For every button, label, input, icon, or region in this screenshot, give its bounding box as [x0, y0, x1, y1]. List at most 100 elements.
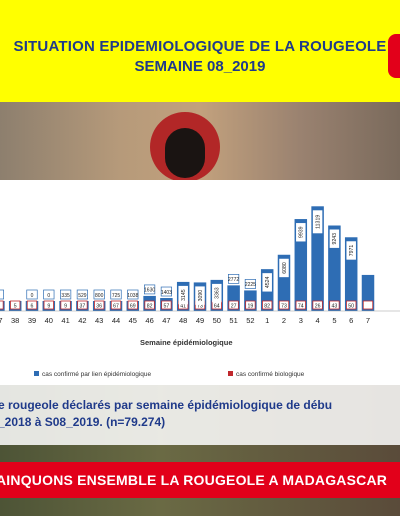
- x-tick-41: 41: [61, 316, 69, 325]
- x-tick-2: 2: [282, 316, 286, 325]
- label-epi-39: 0: [31, 293, 34, 299]
- x-tick-42: 42: [78, 316, 86, 325]
- label-bio-50: 64: [214, 304, 220, 310]
- bar-bio-6: [346, 300, 357, 310]
- label-epi-6: 7971: [349, 245, 355, 257]
- label-box-epi-37: [0, 289, 5, 300]
- label-bio-44: 67: [113, 304, 119, 310]
- label-bio-43: 36: [96, 304, 102, 310]
- label-box-epi-2: [279, 258, 289, 278]
- label-bio-45: 69: [130, 304, 136, 310]
- label-epi-40: 0: [47, 293, 50, 299]
- label-bio-40: 9: [47, 304, 50, 310]
- x-tick-47: 47: [162, 316, 170, 325]
- page-subtitle: SEMAINE 08_2019: [134, 58, 266, 75]
- x-tick-46: 46: [145, 316, 153, 325]
- bar-bio-43: [94, 300, 105, 310]
- x-tick-43: 43: [95, 316, 103, 325]
- label-box-epi-50: [212, 283, 222, 303]
- label-bio-42: 37: [80, 304, 86, 310]
- label-box-epi-42: [76, 289, 89, 300]
- label-epi-4: 11319: [315, 215, 321, 229]
- x-tick-4: 4: [316, 316, 320, 325]
- label-box-epi-40: [43, 289, 55, 300]
- label-box-epi-49: [195, 286, 205, 305]
- label-epi-51: 2772: [228, 277, 239, 283]
- label-bio-47: 57: [164, 304, 170, 310]
- caption-line-2: _2018 à S08_2019. (n=79.274): [0, 415, 166, 429]
- label-box-epi-46: [144, 284, 156, 295]
- label-box-epi-41: [59, 289, 72, 300]
- label-bio-48: 41: [180, 304, 186, 310]
- label-epi-52: 2225: [245, 282, 256, 288]
- label-box-epi-47: [160, 286, 172, 297]
- x-tick-3: 3: [299, 316, 303, 325]
- x-tick-51: 51: [229, 316, 237, 325]
- label-epi-2: 6080: [282, 262, 288, 274]
- bar-bio-42: [77, 300, 88, 310]
- label-box-epi-1: [262, 273, 272, 292]
- label-box-epi-5: [329, 229, 340, 248]
- x-tick-48: 48: [179, 316, 187, 325]
- x-tick-52: 52: [246, 316, 254, 325]
- x-tick-5: 5: [332, 316, 336, 325]
- x-tick-1: 1: [265, 316, 269, 325]
- bar-bio-1: [262, 300, 273, 310]
- x-tick-40: 40: [45, 316, 53, 325]
- label-epi-45: 1038: [127, 293, 138, 299]
- bar-bio-46: [144, 300, 155, 310]
- label-box-epi-44: [110, 289, 122, 300]
- x-tick-45: 45: [129, 316, 137, 325]
- x-tick-50: 50: [213, 316, 221, 325]
- bar-bio-52: [245, 300, 256, 310]
- label-bio-39: 6: [31, 304, 34, 310]
- label-bio-41: 9: [64, 304, 67, 310]
- label-box-epi-43: [93, 289, 105, 300]
- x-tick-7: 7: [366, 316, 370, 325]
- bar-bio-5: [329, 300, 340, 310]
- bar-bio-40: [43, 300, 54, 310]
- page-title: SITUATION EPIDEMIOLOGIQUE DE LA ROUGEOLE: [13, 38, 387, 55]
- chart-panel: 0056090933537529368006772569103882163057…: [0, 180, 400, 385]
- label-bio-46: 82: [147, 304, 153, 310]
- bar-chart: 0056090933537529368006772569103882163057…: [0, 206, 400, 378]
- label-bio-51: 27: [231, 304, 237, 310]
- label-epi-3: 9939: [299, 226, 305, 238]
- label-epi-47: 1403: [161, 290, 172, 296]
- label-bio-1: 82: [264, 304, 270, 310]
- label-bio-6: 50: [348, 304, 354, 310]
- bar-bio-45: [127, 300, 138, 310]
- bar-bio-4: [312, 300, 323, 310]
- label-epi-41: 335: [61, 293, 70, 299]
- label-bio-38: 5: [14, 304, 17, 310]
- bar-bio-37: [0, 300, 4, 310]
- slogan-text: AINQUONS ENSEMBLE LA ROUGEOLE A MADAGASC…: [0, 472, 388, 488]
- label-epi-1: 4524: [265, 276, 271, 288]
- label-epi-43: 800: [95, 293, 104, 299]
- legend-label-epi: cas confirmé par lien épidémiologique: [42, 371, 152, 378]
- slogan-banner: AINQUONS ENSEMBLE LA ROUGEOLE A MADAGASC…: [0, 462, 400, 498]
- label-epi-49: 3090: [198, 290, 204, 302]
- legend-swatch-bio: [228, 371, 233, 376]
- bar-bio-2: [278, 300, 290, 310]
- bar-bio-3: [295, 300, 306, 310]
- logo-badge: [388, 34, 400, 78]
- x-axis-label: Semaine épidémiologique: [140, 338, 233, 347]
- label-box-epi-52: [244, 279, 256, 289]
- x-tick-6: 6: [349, 316, 353, 325]
- label-box-epi-4: [312, 210, 323, 234]
- label-epi-42: 529: [78, 293, 87, 299]
- x-tick-39: 39: [28, 316, 36, 325]
- bar-epi-3: [294, 219, 308, 311]
- bar-bio-51: [228, 300, 239, 310]
- label-bio-3: 74: [298, 304, 304, 310]
- legend-label-bio: cas confirmé biologique: [236, 371, 305, 378]
- label-box-epi-3: [296, 223, 306, 242]
- bar-bio-38: [10, 300, 21, 310]
- x-tick-44: 44: [112, 316, 120, 325]
- caption-line-1: e rougeole déclarés par semaine épidémio…: [0, 398, 333, 412]
- label-bio-2: 73: [281, 304, 287, 310]
- header-banner: SITUATION EPIDEMIOLOGIQUE DE LA ROUGEOLE…: [0, 0, 400, 102]
- x-tick-49: 49: [196, 316, 204, 325]
- x-tick-38: 38: [11, 316, 19, 325]
